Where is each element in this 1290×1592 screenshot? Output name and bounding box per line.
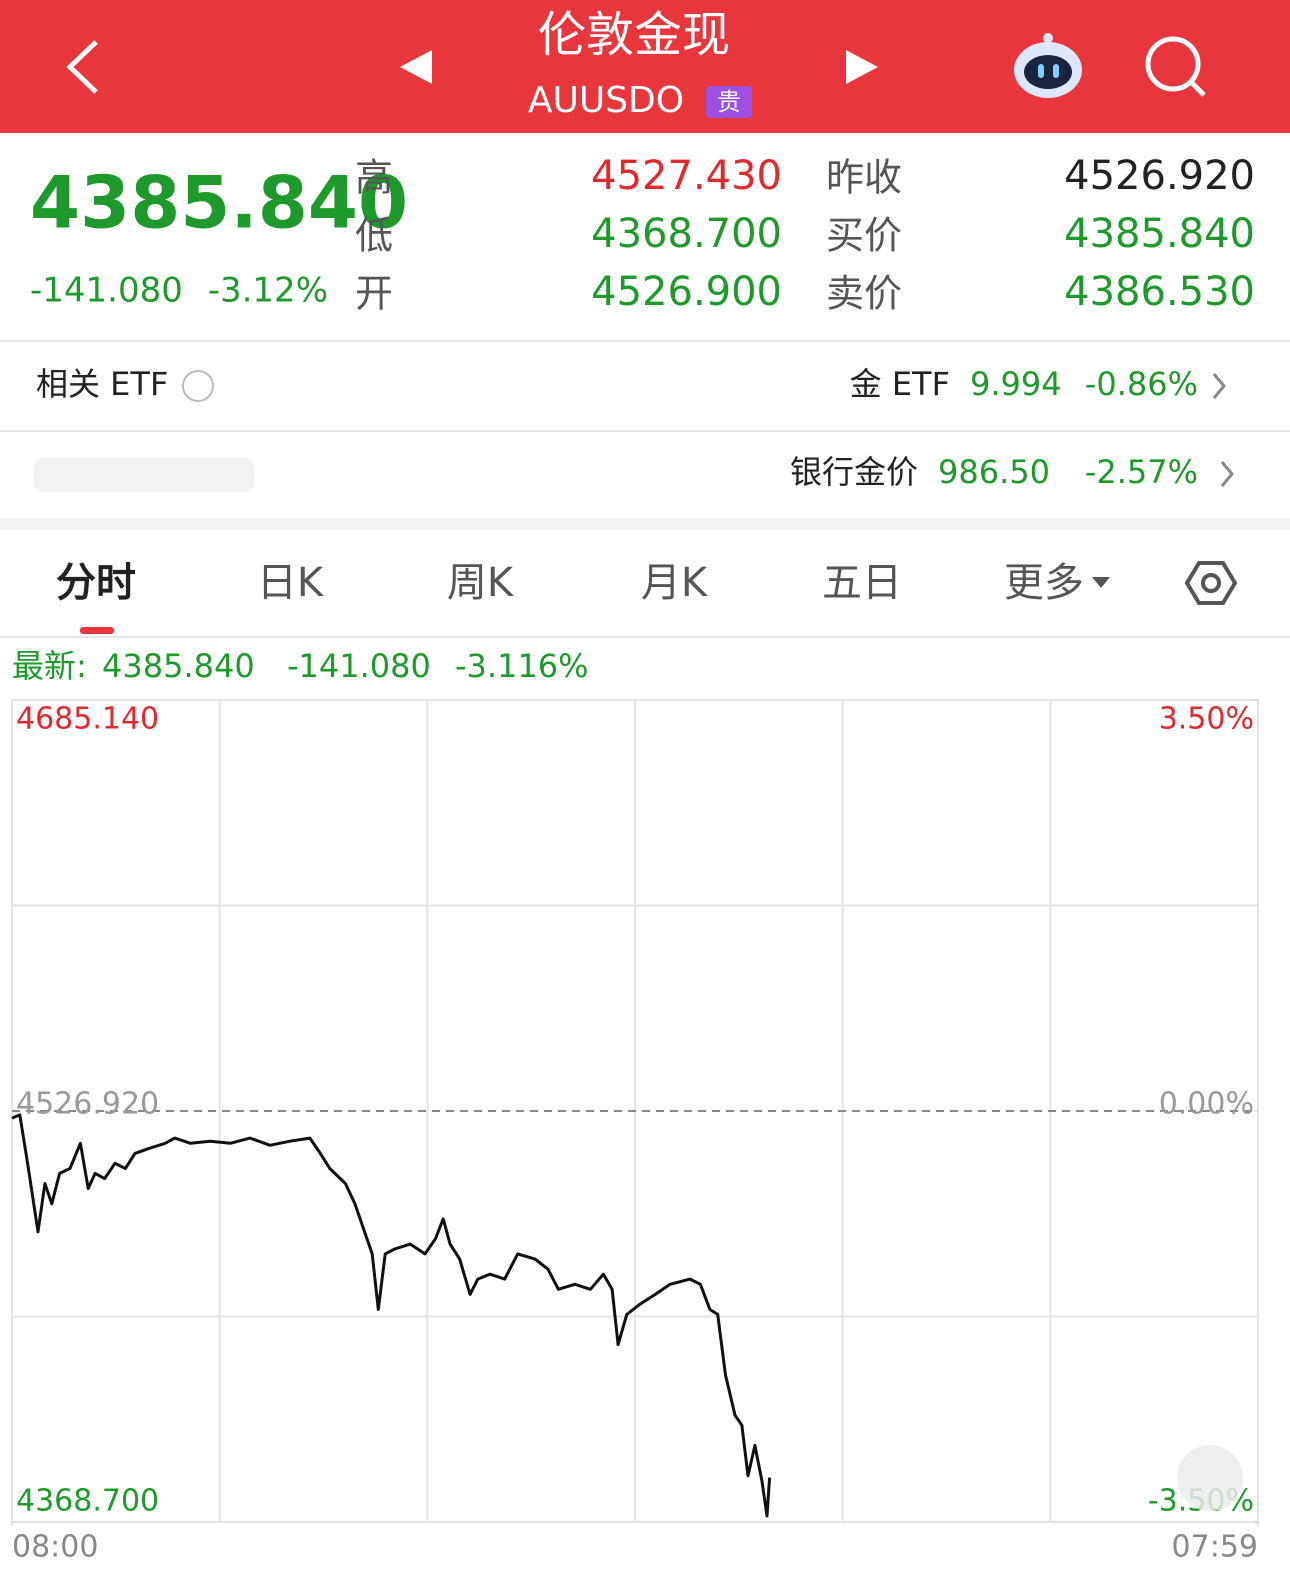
back-button[interactable] [66,40,98,94]
stat-value: 4526.920 [1064,153,1255,199]
section-gap [0,518,1290,530]
latest-price: 4385.840 [102,647,255,685]
tab[interactable]: 月K [641,560,709,606]
stat-value: 4368.700 [591,211,782,257]
y2-tick-label: 0.00% [1159,1087,1254,1122]
x-tick-label: 08:00 [12,1530,98,1565]
settings-button[interactable] [1184,561,1238,605]
related-change: -0.86% [1085,365,1198,403]
next-button[interactable] [846,50,878,84]
latest-change-pct: -3.116% [455,647,589,685]
related-value: 986.50 [938,453,1050,491]
help-icon[interactable] [182,370,214,402]
tab-indicator [80,627,114,634]
stat-label: 低 [355,214,393,258]
stat-label: 昨收 [826,156,902,200]
dropdown-arrow [1092,577,1110,588]
latest-change: -141.080 [287,647,431,685]
related-row[interactable]: 银行金价 986.50 -2.57% [790,453,1234,491]
related-row[interactable]: 金 ETF 9.994 -0.86% [850,365,1226,403]
stat-value: 4527.430 [591,153,782,199]
assistant-button[interactable] [1014,33,1082,98]
badge-text: 贵 [717,88,741,116]
stat-value: 4386.530 [1064,269,1255,315]
related-value: 9.994 [970,365,1062,403]
y-tick-label: 4368.700 [16,1484,159,1519]
y-tick-label: 4526.920 [16,1087,159,1122]
stat-value: 4385.840 [1064,211,1255,257]
related-change: -2.57% [1085,453,1198,491]
stat-label: 买价 [826,214,902,258]
related-title: 相关 ETF [36,365,168,403]
stat-label: 高 [355,156,393,200]
tab[interactable]: 周K [447,560,515,606]
change: -141.080 [30,271,183,311]
chart: 4368.7004526.9204685.140-3.50%0.00%3.50%… [11,699,1259,1565]
header-title: 伦敦金现 [538,7,730,63]
search-button[interactable] [1145,36,1206,97]
tab[interactable]: 日K [257,560,325,606]
stat-value: 4526.900 [591,269,782,315]
prev-button[interactable] [400,50,432,84]
tab[interactable]: 更多 [1004,560,1084,606]
y2-tick-label: 3.50% [1159,702,1254,737]
latest-label: 最新: [12,647,87,685]
fullscreen-button[interactable] [1177,1445,1243,1511]
badge [706,86,752,118]
related-name: 银行金价 [790,453,918,491]
stat-label: 卖价 [826,272,902,316]
y-tick-label: 4685.140 [16,702,159,737]
tab[interactable]: 分时 [56,560,136,606]
price: 4385.840 [30,161,408,245]
price-line [11,1113,772,1518]
blurred-text [34,458,254,492]
tab[interactable]: 五日 [822,560,902,606]
change-pct: -3.12% [208,271,328,311]
related-name: 金 ETF [850,365,950,403]
stat-label: 开 [355,272,393,316]
header-code: AUUSDO [528,80,684,121]
x-tick-label: 07:59 [1172,1530,1258,1565]
